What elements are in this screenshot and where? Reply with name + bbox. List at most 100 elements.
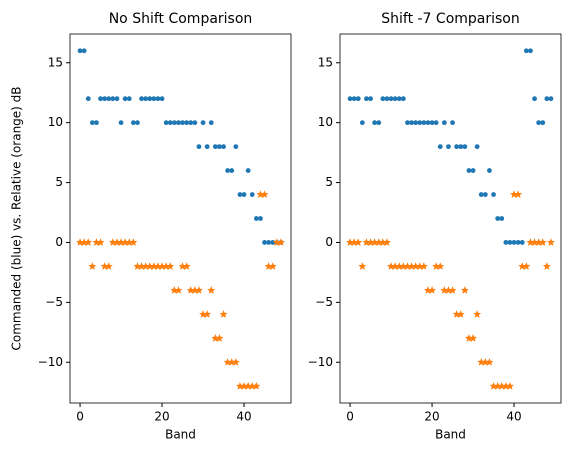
dot-point [245, 168, 251, 173]
star-point [178, 262, 187, 270]
star-point [366, 238, 375, 246]
dot-point [221, 144, 226, 150]
star-point [244, 382, 253, 390]
y-tick-label: 10 [318, 115, 333, 129]
star-point [546, 238, 555, 246]
dot-point [376, 120, 382, 126]
star-point [260, 190, 269, 198]
star-point [534, 238, 543, 246]
dot-point [540, 120, 546, 126]
star-point [444, 286, 453, 294]
star-point [387, 262, 396, 270]
dot-point [474, 144, 480, 150]
star-point [415, 262, 424, 270]
star-point [456, 310, 465, 318]
star-point [96, 238, 105, 246]
star-point [145, 262, 154, 270]
dot-point [400, 96, 406, 102]
dot-point [212, 144, 218, 150]
dot-point [368, 96, 373, 102]
star-point [428, 286, 437, 294]
star-point [497, 382, 506, 390]
star-point [378, 238, 387, 246]
star-point [104, 262, 113, 270]
dot-point [184, 120, 190, 126]
dot-point [351, 96, 357, 102]
dot-point [163, 120, 169, 126]
star-point [510, 190, 519, 198]
star-point [350, 238, 359, 246]
star-point [411, 262, 420, 270]
star-point [153, 262, 162, 270]
star-point [448, 286, 457, 294]
dot-point [380, 96, 386, 102]
star-point [88, 262, 97, 270]
dot-point [110, 96, 116, 102]
dot-point [139, 96, 144, 102]
star-point [403, 262, 412, 270]
star-point [137, 262, 146, 270]
star-point [452, 310, 461, 318]
dot-point [347, 96, 353, 102]
y-tick-label: 5 [325, 175, 333, 189]
dot-point [204, 144, 210, 150]
star-point [112, 238, 121, 246]
star-point [469, 334, 478, 342]
star-point [231, 358, 240, 366]
star-point [272, 238, 281, 246]
star-point [194, 286, 203, 294]
x-tick-label: 0 [346, 410, 354, 424]
dot-point [196, 144, 202, 150]
y-tick-label: 15 [318, 55, 333, 69]
dot-point [466, 168, 472, 173]
star-point [374, 238, 383, 246]
star-point [370, 238, 379, 246]
dot-point [94, 120, 99, 126]
dot-point [544, 96, 550, 102]
y-tick-label: −5 [315, 295, 333, 309]
dot-point [482, 192, 488, 197]
dot-point [98, 96, 103, 102]
x-tick-label: 0 [76, 410, 84, 424]
dot-point [118, 120, 124, 126]
dot-point [171, 120, 177, 126]
dot-point [188, 120, 194, 126]
dot-point [85, 96, 91, 102]
dot-point [102, 96, 108, 102]
star-point [240, 382, 249, 390]
chart-title: Shift -7 Comparison [381, 11, 520, 27]
dot-point [396, 96, 402, 102]
star-point [256, 190, 265, 198]
dot-point [470, 168, 476, 173]
dot-point [249, 192, 255, 197]
dot-point [114, 96, 120, 102]
dot-point [208, 120, 214, 126]
dot-point [217, 144, 222, 150]
star-point [391, 262, 400, 270]
x-axis-label: Band [435, 428, 466, 442]
star-point [170, 286, 179, 294]
star-point [489, 382, 498, 390]
dot-point [126, 96, 132, 102]
dot-point [233, 144, 239, 150]
star-point [125, 238, 134, 246]
dot-point [130, 120, 136, 126]
dot-point [507, 240, 513, 245]
dot-point [458, 144, 464, 150]
star-point [346, 238, 355, 246]
star-point [276, 238, 285, 246]
star-point [166, 262, 175, 270]
star-point [436, 262, 445, 270]
dot-point [429, 120, 435, 126]
dot-point [225, 168, 231, 173]
star-point [186, 286, 195, 294]
dot-point [89, 120, 95, 126]
star-point [264, 262, 273, 270]
dot-point [167, 120, 173, 126]
star-point [162, 262, 171, 270]
star-point [407, 262, 416, 270]
dot-point [237, 192, 243, 197]
star-point [149, 262, 158, 270]
dot-point [515, 240, 521, 245]
dot-point [413, 120, 419, 126]
